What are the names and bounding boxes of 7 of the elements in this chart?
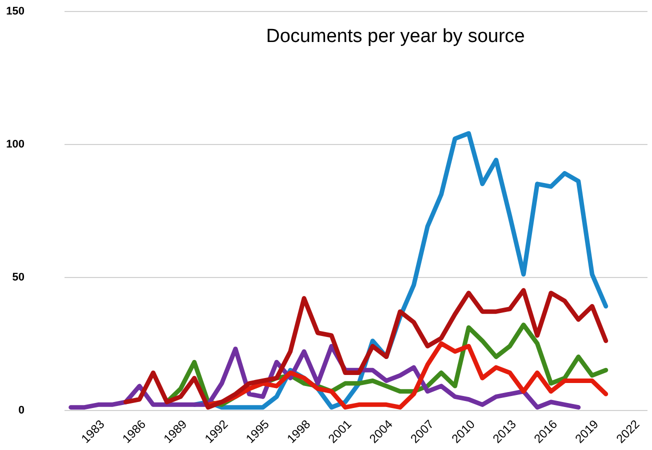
y-tick-label: 50 xyxy=(12,272,24,284)
y-tick-label: 150 xyxy=(6,6,24,18)
line-series xyxy=(206,341,608,410)
y-tick-label: 100 xyxy=(6,138,24,150)
line-series xyxy=(123,288,608,410)
y-tick-label: 0 xyxy=(18,404,24,416)
text: Documents per year by source xyxy=(266,26,525,47)
